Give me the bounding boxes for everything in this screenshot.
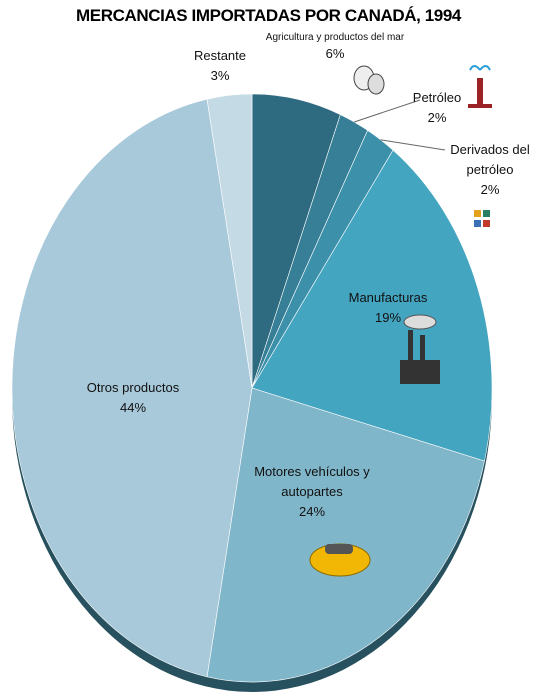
pie-slice — [206, 387, 485, 683]
category-label: Manufacturas — [348, 290, 428, 305]
slice-label: Agricultura y productos del mar 6% — [260, 30, 410, 62]
slice-label: Motores vehículos y autopartes 24% — [242, 462, 382, 522]
value-label: 19% — [374, 310, 402, 325]
pie-slice — [206, 93, 253, 389]
category-label: Petróleo — [412, 90, 462, 105]
leader-line — [380, 139, 446, 151]
category-label: Restante — [193, 48, 247, 63]
category-label: Motores vehículos y autopartes — [254, 464, 370, 499]
car-icon — [309, 543, 371, 577]
value-label: 24% — [298, 504, 326, 519]
value-label: 44% — [119, 400, 147, 415]
value-label: 3% — [210, 68, 230, 83]
category-label: Derivados del petróleo — [450, 142, 530, 177]
value-label: 6% — [325, 46, 345, 61]
slice-label: Petróleo 2% — [397, 88, 477, 128]
garlic-icon — [353, 65, 385, 95]
slice-label: Manufacturas 19% — [328, 288, 448, 328]
slices — [11, 93, 493, 683]
slice-label: Derivados del petróleo 2% — [440, 140, 537, 200]
leader-line — [354, 99, 421, 123]
slice-label: Restante 3% — [180, 46, 260, 86]
pie-slice — [11, 98, 253, 678]
category-label: Agricultura y productos del mar — [265, 32, 405, 43]
slice-label: Otros productos 44% — [63, 378, 203, 418]
factory-icon — [400, 314, 440, 384]
value-label: 2% — [427, 110, 447, 125]
category-label: Otros productos — [86, 380, 180, 395]
leader-lines — [354, 99, 446, 151]
oil-icon — [468, 65, 492, 108]
chart-title: MERCANCIAS IMPORTADAS POR CANADÁ, 1994 — [76, 6, 461, 25]
products-icon — [474, 210, 490, 227]
value-label: 2% — [480, 182, 500, 197]
